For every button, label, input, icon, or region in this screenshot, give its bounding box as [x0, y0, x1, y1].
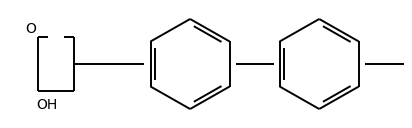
Text: OH: OH [36, 98, 58, 112]
Text: O: O [26, 22, 37, 36]
